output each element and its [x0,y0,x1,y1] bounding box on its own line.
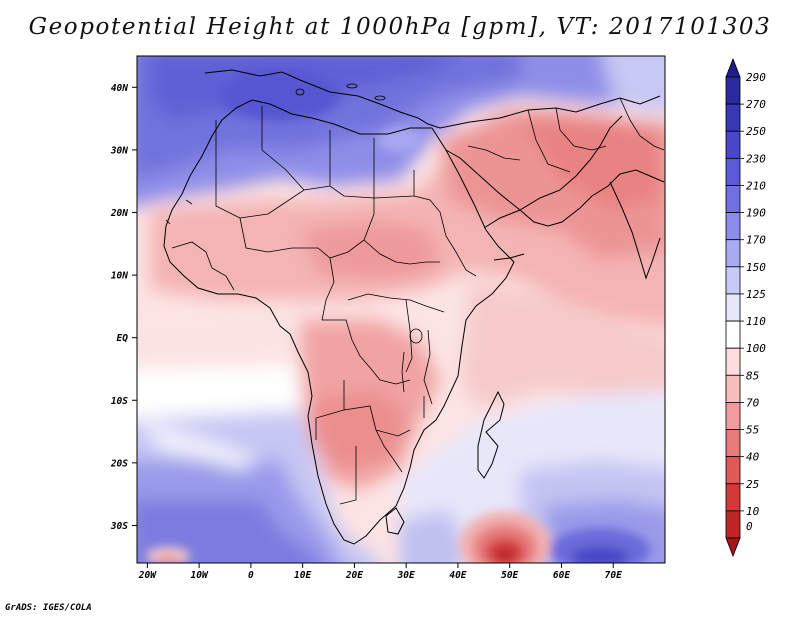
height-field [137,56,665,563]
country-borders [171,97,665,505]
colorbar-bottom-label: 0 [746,520,753,533]
map-plot-area: 20W 10W 0 10E 20E 30E 40E 50E 60E 70E 40N 30N 20N 10… [110,55,666,581]
colorbar-bin [725,374,741,403]
colorbar-bottom-arrow [725,537,741,558]
lon-tick-label: 70E [605,570,622,581]
longitude-axis: 20W 10W 0 10E 20E 30E 40E 50E 60E 70E [138,563,622,581]
lon-tick-label: 0 [248,570,254,581]
lon-tick-label: 20W [138,570,157,581]
colorbar-bin [725,402,741,430]
colorbar-bin [725,130,741,159]
colorbar-label: 125 [746,288,766,301]
colorbar-label: 85 [746,369,759,382]
map-frame [136,55,666,564]
colorbar-bin [725,76,741,105]
colorbar-bin [725,212,741,241]
coastlines [163,69,665,545]
lat-tick-label: 20S [110,458,128,469]
colorbar-bin [725,103,741,132]
lon-tick-label: 60E [553,570,570,581]
latitude-axis: 40N 30N 20N 10N EQ 10S 20S 30S [110,83,137,532]
lat-tick-label: 30S [110,521,128,532]
colorbar-label: 210 [746,179,766,192]
colorbar-top-arrow [725,57,741,78]
chart-title: Geopotential Height at 1000hPa [gpm], VT… [28,14,772,40]
footer-credit: GrADS: IGES/COLA [5,603,92,613]
colorbar-label: 100 [746,342,766,355]
lat-tick-label: 20N [110,208,128,219]
lakes-and-islands [165,83,425,418]
lat-tick-label: 30N [110,145,128,156]
colorbar-label: 270 [746,98,766,111]
colorbar-bin [725,266,741,295]
colorbar-label: 25 [746,478,759,491]
colorbar-bin [725,510,741,539]
colorbar-bin [725,483,741,512]
colorbar-bin [725,456,741,485]
colorbar-label: 10 [746,505,760,518]
colorbar-label: 150 [746,261,766,274]
colorbar-label: 55 [746,424,759,437]
lon-tick-label: 30E [397,570,415,581]
lon-tick-label: 10E [294,570,311,581]
lon-tick-label: 40E [449,570,466,581]
lon-tick-label: 10W [191,570,209,581]
lat-tick-label: 10S [111,396,128,407]
colorbar-label: 230 [746,152,766,165]
lon-tick-label: 20E [345,570,363,581]
colorbar-label: 40 [746,451,760,464]
colorbar-label: 250 [746,125,766,138]
colorbar-bin [725,347,741,376]
colorbar-bin [725,293,741,322]
colorbar-label: 110 [746,315,766,328]
colorbar-label: 190 [746,207,766,220]
colorbar-bin [725,157,741,186]
colorbar-label: 170 [746,234,766,247]
colorbar-label: 70 [746,396,760,409]
colorbar-bin [725,239,741,268]
colorbar: 2702502302101901701501251101008570554025… [725,57,766,558]
colorbar-bin [725,320,741,349]
lat-tick-label: 10N [111,271,128,282]
colorbar-top-label: 290 [746,71,766,84]
colorbar-bin [725,429,741,458]
colorbar-bin [725,185,741,213]
lat-tick-label: 40N [111,83,128,94]
lat-tick-label: EQ [117,333,129,344]
lon-tick-label: 50E [501,570,518,581]
